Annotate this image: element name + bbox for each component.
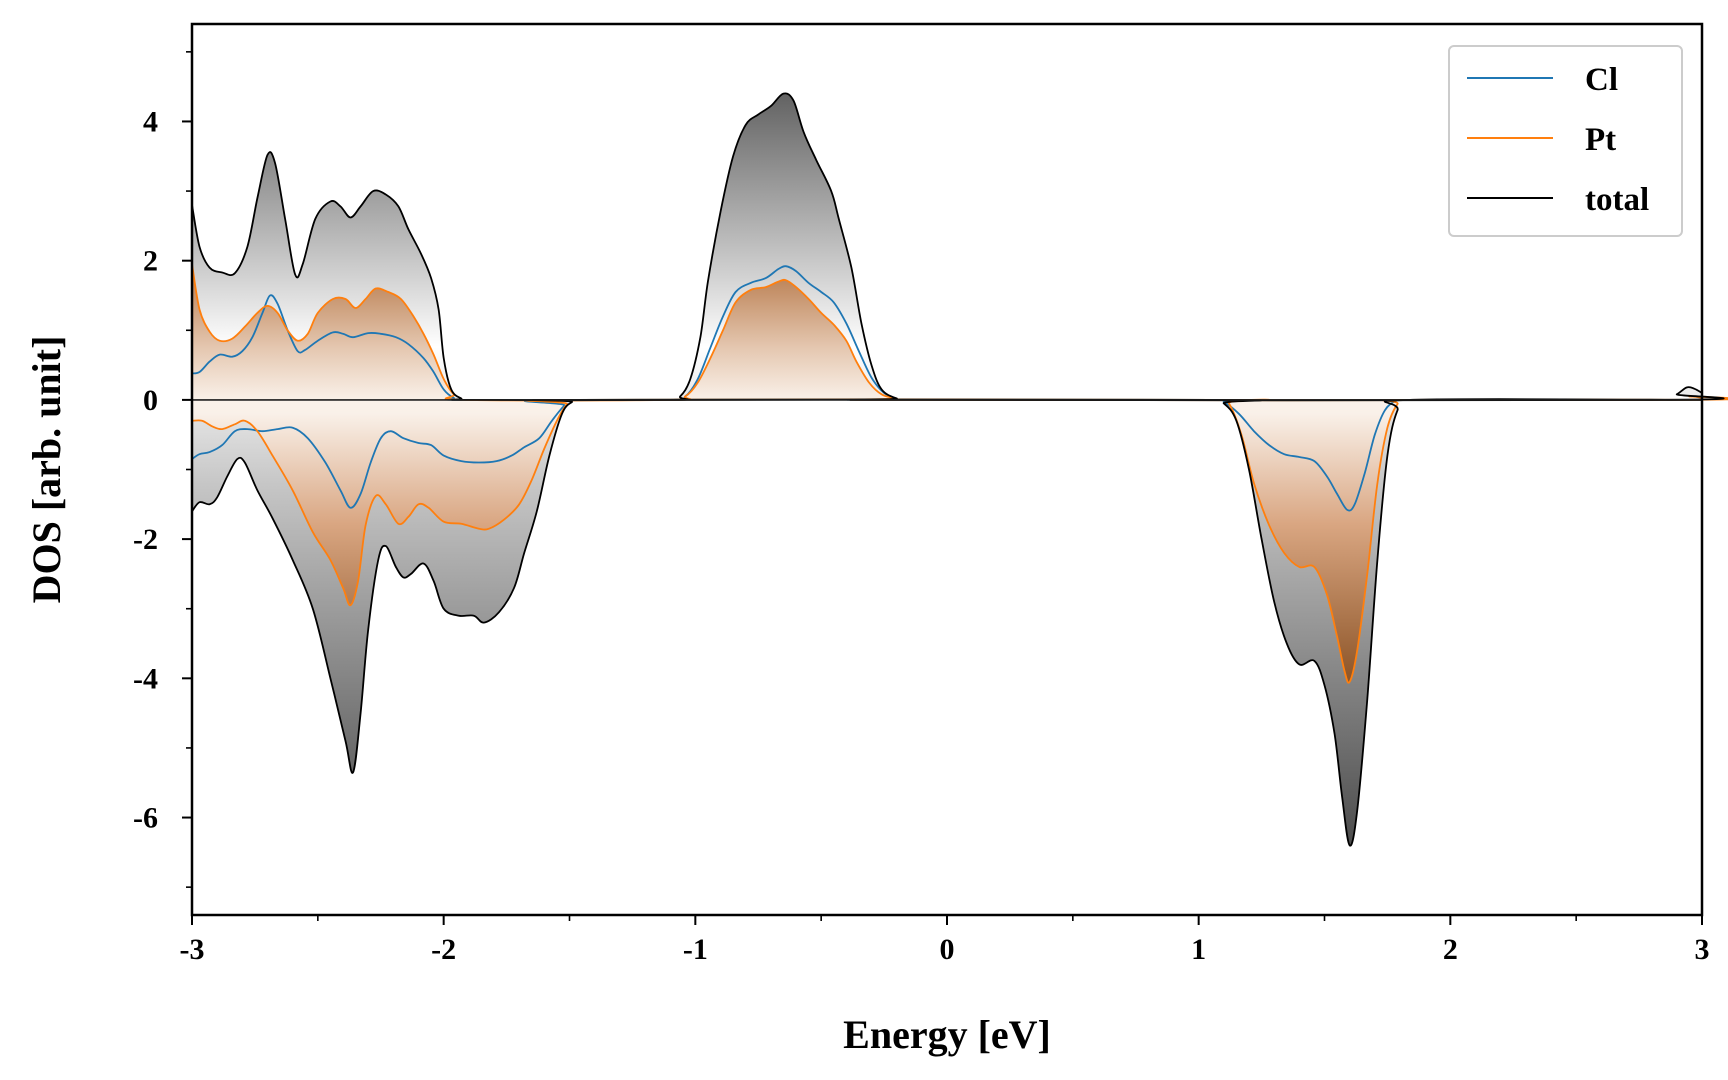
y-axis-label: DOS [arb. unit] [24, 336, 69, 604]
x-tick-label: 0 [940, 933, 955, 966]
legend: Cl Pt total [1448, 45, 1683, 237]
y-tick-label: -4 [133, 662, 158, 695]
pt-spin-down-fill [192, 399, 1702, 683]
total-spin-down-line [191, 398, 1703, 847]
y-tick-label: -6 [133, 802, 158, 835]
x-tick-label: -2 [431, 933, 456, 966]
y-tick-label: 2 [143, 245, 158, 278]
legend-box [1448, 45, 1683, 237]
x-axis-label: Energy [eV] [843, 1012, 1051, 1057]
legend-label-total: total [1585, 182, 1649, 218]
x-tick-label: 3 [1695, 933, 1710, 966]
dos-fill-areas [192, 93, 1728, 846]
dos-curves [191, 92, 1728, 847]
pt-spin-down-line [191, 398, 1703, 684]
legend-label-cl: Cl [1585, 62, 1618, 98]
pt-spin-up-fill [192, 264, 1728, 401]
cl-spin-down-line [191, 398, 1703, 512]
axis-ticks: -3 -2 -1 0 1 2 3 -6 -4 -2 0 2 4 [133, 51, 1710, 966]
y-tick-label: 0 [143, 384, 158, 417]
y-tick-label: -2 [133, 523, 158, 556]
x-tick-label: -1 [683, 933, 708, 966]
x-tick-label: -3 [180, 933, 205, 966]
y-tick-label: 4 [143, 105, 158, 138]
legend-label-pt: Pt [1585, 122, 1616, 158]
x-tick-label: 2 [1443, 933, 1458, 966]
x-tick-label: 1 [1191, 933, 1206, 966]
